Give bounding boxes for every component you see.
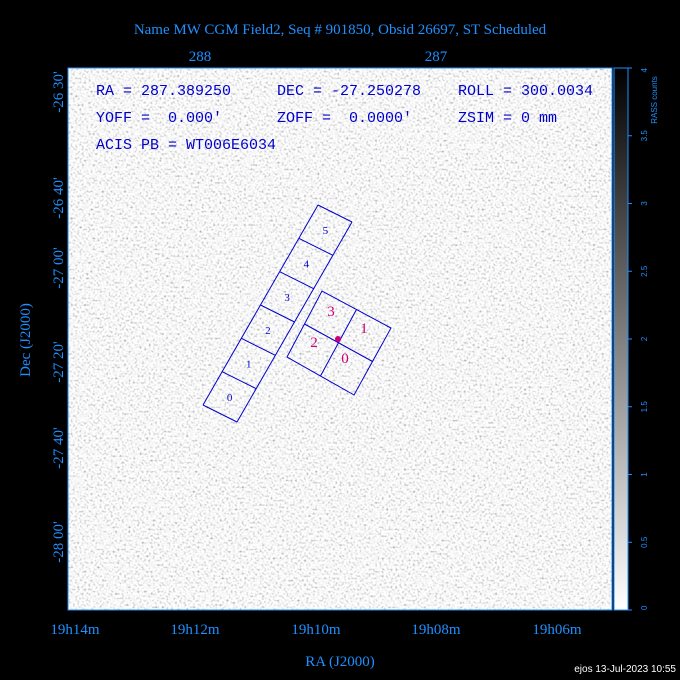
aimpoint bbox=[335, 336, 341, 342]
colorbar-tick-label: 0.5 bbox=[640, 536, 649, 548]
info-block: RA = 287.389250 DEC = -27.250278 ROLL = … bbox=[96, 83, 593, 154]
left-tick-label: -27 20' bbox=[51, 341, 67, 383]
bottom-tick-label: 19h06m bbox=[532, 622, 582, 638]
left-tick-label: -27 40' bbox=[51, 427, 67, 469]
info-dec: DEC = -27.250278 bbox=[277, 83, 421, 100]
colorbar-title: RASS counts bbox=[650, 76, 659, 124]
colorbar-tick-label: 2 bbox=[640, 336, 649, 341]
bottom-tick-label: 19h10m bbox=[291, 622, 341, 638]
chip-edge bbox=[236, 221, 353, 423]
chip-edge bbox=[298, 237, 334, 256]
acis-i-chip-label: 3 bbox=[327, 304, 335, 320]
bottom-tick-label: 19h08m bbox=[411, 622, 461, 638]
colorbar-tick-label: 2.5 bbox=[640, 265, 649, 277]
info-acis-pb: ACIS PB = WT006E6034 bbox=[96, 137, 276, 154]
left-tick-label: -27 00' bbox=[51, 247, 67, 289]
colorbar bbox=[613, 67, 629, 611]
acis-s-chip-label: 2 bbox=[265, 325, 271, 337]
chip-edge bbox=[202, 204, 319, 406]
info-zoff: ZOFF = 0.0000' bbox=[277, 110, 412, 127]
chip-edge bbox=[279, 271, 314, 290]
info-roll: ROLL = 300.0034 bbox=[458, 83, 593, 100]
bottom-tick-label: 19h12m bbox=[170, 622, 220, 638]
acis-s-chip-label: 5 bbox=[323, 225, 329, 237]
info-zsim: ZSIM = 0 mm bbox=[458, 110, 557, 127]
colorbar-tick-label: 1 bbox=[640, 472, 649, 477]
chip-edge bbox=[317, 204, 353, 223]
info-ra: RA = 287.389250 bbox=[96, 83, 231, 100]
top-tick-label: 288 bbox=[189, 49, 212, 65]
x-axis-title: RA (J2000) bbox=[305, 654, 375, 670]
acis-s-chip-label: 3 bbox=[284, 292, 290, 304]
colorbar-tick-label: 4 bbox=[640, 67, 649, 72]
colorbar-tick-label: 3 bbox=[640, 201, 649, 206]
acis-s-chip-label: 1 bbox=[246, 359, 252, 371]
colorbar-tick-label: 0 bbox=[640, 605, 649, 610]
colorbar-labels: 0 0.5 1 1.5 2 2.5 3 3.5 4 bbox=[628, 67, 649, 611]
acis-s-chip-label: 4 bbox=[304, 259, 310, 271]
chip-edge bbox=[260, 304, 295, 323]
colorbar-tick-label: 3.5 bbox=[640, 130, 649, 142]
acis-i-chip-label: 2 bbox=[310, 335, 318, 351]
chip-edge bbox=[202, 404, 238, 423]
acis-i-chip-label: 0 bbox=[341, 351, 349, 367]
bottom-tick-label: 19h14m bbox=[50, 622, 100, 638]
left-labels: -26 30' -26 40' -27 00' -27 20' -27 40' … bbox=[51, 71, 67, 563]
acis-i-chip-label: 1 bbox=[360, 321, 368, 337]
top-tick-label: 287 bbox=[425, 49, 448, 65]
footer: ejos 13-Jul-2023 10:55 bbox=[574, 664, 676, 675]
y-axis-title: Dec (J2000) bbox=[18, 303, 34, 377]
left-tick-label: -28 00' bbox=[51, 521, 67, 563]
bottom-labels: 19h14m 19h12m 19h10m 19h08m 19h06m bbox=[50, 622, 582, 638]
left-tick-label: -26 40' bbox=[51, 177, 67, 219]
left-tick-label: -26 30' bbox=[51, 71, 67, 113]
acis-s-chip-label: 0 bbox=[227, 392, 233, 404]
title: Name MW CGM Field2, Seq # 901850, Obsid … bbox=[134, 22, 547, 38]
acis-i-outline bbox=[286, 290, 392, 396]
colorbar-tick-label: 1.5 bbox=[640, 401, 649, 413]
info-yoff: YOFF = 0.000' bbox=[96, 110, 222, 127]
chip-edge bbox=[241, 337, 276, 356]
chip-edge bbox=[221, 371, 257, 390]
plot-frame bbox=[67, 67, 613, 611]
chip-edge bbox=[320, 309, 357, 377]
